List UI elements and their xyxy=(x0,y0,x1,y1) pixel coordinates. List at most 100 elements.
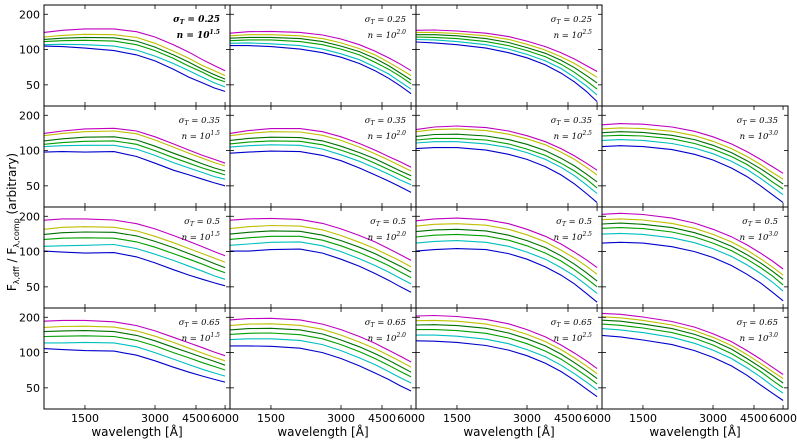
panel-r0-c0: 50 100 200 σT = 0.25 n = 101.5 xyxy=(19,4,231,107)
series-line-s4 xyxy=(415,133,598,183)
sigma-value: = 0.5 xyxy=(380,217,406,227)
panel-r1-c1: σT = 0.35 n = 102.0 xyxy=(229,105,417,208)
series-line-s2 xyxy=(229,144,412,186)
sigma-symbol: σ xyxy=(737,116,743,126)
y-tick-label: 200 xyxy=(19,210,40,223)
sigma-subscript: T xyxy=(562,221,567,228)
sigma-subscript: T xyxy=(743,120,748,127)
series-line-s1 xyxy=(43,250,226,287)
series-line-s6 xyxy=(229,317,412,363)
series-line-s2 xyxy=(229,42,412,90)
sigma-value: = 0.65 xyxy=(747,318,778,328)
sigma-subscript: T xyxy=(371,322,376,329)
series-line-s4 xyxy=(416,34,598,84)
n-exponent: 2.0 xyxy=(395,130,406,137)
n-base: n = 10 xyxy=(554,31,583,41)
panel-r2-c0: 50 100 200 σT = 0.5 n = 101.5 xyxy=(19,206,231,309)
n-base: n = 10 xyxy=(368,334,397,344)
n-annotation: n = 102.5 xyxy=(554,29,593,41)
x-tick-label: 3000 xyxy=(327,412,355,425)
sigma-value: = 0.35 xyxy=(561,116,592,126)
sigma-annotation: σT = 0.25 xyxy=(551,15,592,26)
sigma-symbol: σ xyxy=(551,318,557,328)
n-exponent: 1.5 xyxy=(210,231,220,238)
series-line-s6 xyxy=(43,28,226,72)
series-line-s5 xyxy=(415,319,598,375)
series-line-s2 xyxy=(415,141,598,194)
sigma-annotation: σT = 0.65 xyxy=(365,318,406,329)
series-line-s1 xyxy=(601,334,784,401)
series-line-s4 xyxy=(601,319,784,384)
series-line-s1 xyxy=(601,145,784,204)
series-line-s6 xyxy=(229,217,412,261)
series-line-s2 xyxy=(601,139,784,196)
sigma-subscript: T xyxy=(376,221,381,228)
sigma-annotation: σT = 0.35 xyxy=(551,116,592,127)
n-annotation: n = 101.5 xyxy=(177,29,220,41)
y-axis-title: Fλ,dff / Fλ,comp (arbitrary) xyxy=(5,153,21,291)
series-line-s1 xyxy=(601,241,784,302)
series-line-s1 xyxy=(43,348,226,383)
series-line-s4 xyxy=(229,36,412,81)
panel-background xyxy=(416,5,602,106)
panel-r2-c2: σT = 0.5 n = 102.5 xyxy=(415,206,603,309)
series-line-s2 xyxy=(416,334,598,391)
series-line-s3 xyxy=(43,237,226,274)
n-annotation: n = 101.5 xyxy=(182,332,221,344)
series-line-s2 xyxy=(44,341,226,377)
n-annotation: n = 102.5 xyxy=(554,130,593,142)
series-line-s1 xyxy=(230,45,412,95)
n-annotation: n = 103.0 xyxy=(740,130,779,142)
n-annotation: n = 102.0 xyxy=(368,29,407,41)
sigma-subscript: T xyxy=(371,120,376,127)
series-line-s4 xyxy=(601,131,784,185)
n-annotation: n = 103.0 xyxy=(740,332,779,344)
n-base: n = 10 xyxy=(554,132,583,142)
n-base: n = 10 xyxy=(182,132,211,142)
series-line-s5 xyxy=(601,127,784,180)
sigma-subscript: T xyxy=(180,19,185,26)
x-tick-label: 4500 xyxy=(368,412,396,425)
series-line-s3 xyxy=(229,140,412,181)
x-axis-title-col1: wavelength [Å] xyxy=(277,424,368,439)
n-exponent: 1.5 xyxy=(210,332,220,339)
x-tick-label: 1500 xyxy=(443,412,471,425)
panel-r1-c2: σT = 0.35 n = 102.5 xyxy=(415,105,603,208)
series-line-s4 xyxy=(229,136,412,177)
sigma-symbol: σ xyxy=(365,318,371,328)
x-tick-label: 3000 xyxy=(513,412,541,425)
y-tick-label: 100 xyxy=(19,347,40,360)
series-line-s3 xyxy=(229,39,412,85)
sigma-value: = 0.35 xyxy=(375,116,406,126)
x-tick-label: 6000 xyxy=(769,412,797,425)
panel-r3-c1: 1500 3000 4500 6000 σT = 0.65 n = 102.0 xyxy=(229,307,425,425)
panel-background xyxy=(230,106,416,207)
panel-r3-c2: 1500 3000 4500 6000 σT = 0.65 n = 102.5 xyxy=(415,307,611,425)
sigma-value: = 0.5 xyxy=(566,217,592,227)
series-line-s6 xyxy=(415,125,598,171)
series-line-s3 xyxy=(43,140,226,176)
series-line-s4 xyxy=(229,230,412,273)
x-tick-label: 1500 xyxy=(257,412,285,425)
sigma-symbol: σ xyxy=(556,217,562,227)
n-exponent: 2.0 xyxy=(395,231,406,238)
sigma-annotation: σT = 0.65 xyxy=(737,318,778,329)
series-line-s4 xyxy=(43,136,226,172)
n-exponent: 2.0 xyxy=(395,332,406,339)
sigma-value: = 0.35 xyxy=(189,116,220,126)
sigma-value: = 0.65 xyxy=(561,318,592,328)
series-line-s5 xyxy=(229,131,412,172)
sigma-value: = 0.5 xyxy=(194,217,220,227)
sigma-subscript: T xyxy=(557,120,562,127)
y-tick-label: 200 xyxy=(19,8,40,21)
x-axis-title-col3: wavelength [Å] xyxy=(649,424,740,439)
sigma-subscript: T xyxy=(190,221,195,228)
y-tick-label: 50 xyxy=(26,180,40,193)
series-line-s1 xyxy=(415,248,598,303)
series-line-s2 xyxy=(43,144,226,180)
series-line-s1 xyxy=(43,45,226,92)
series-line-s2 xyxy=(43,243,226,280)
series-line-s4 xyxy=(43,231,226,269)
sigma-symbol: σ xyxy=(551,116,557,126)
